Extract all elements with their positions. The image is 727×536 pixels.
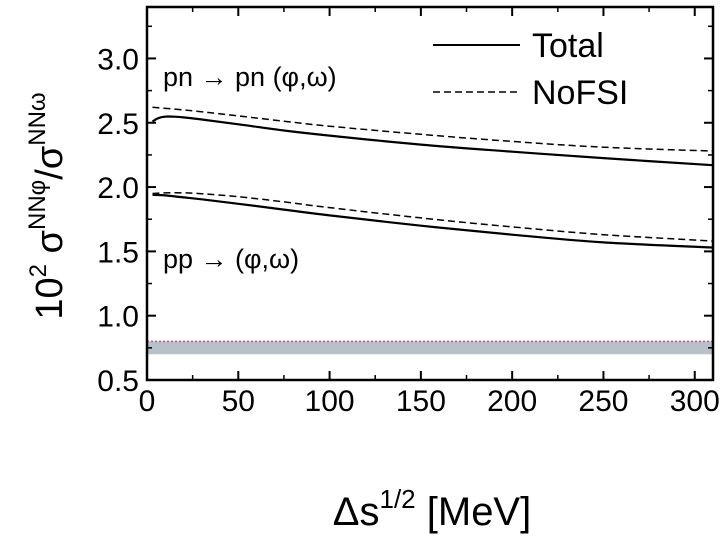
x-tick-label: 50 [222,385,255,418]
series-line-pp-dashed [152,192,714,242]
series-line-pn-dashed [152,106,714,152]
legend: Total NoFSI [433,27,628,112]
tick-layer: 0 50 100 150 200 250 300 0.5 1.0 1.5 2.0 2.5 3.0 [97,7,720,418]
y-axis-title: 102 σNNφ/σNNω [24,92,71,319]
x-tick-label: 250 [578,385,628,418]
y-tick-label: 2.0 [97,172,139,205]
x-axis-title: Δs1/2 [MeV] [333,484,531,534]
legend-nofsi-label: NoFSI [532,74,628,112]
plot-area [147,106,714,355]
y-tick-label: 1.5 [97,236,139,269]
annotation-pn: pn → pn (φ,ω) [163,62,337,92]
x-tick-label: 100 [305,385,355,418]
series-line-pn-solid [151,115,714,167]
x-tick-label: 0 [139,385,156,418]
legend-total-label: Total [532,27,604,65]
x-tick-label: 150 [396,385,446,418]
x-tick-label: 200 [487,385,537,418]
y-tick-label: 3.0 [97,43,139,76]
y-tick-label: 1.0 [97,301,139,334]
plot-frame [145,5,715,382]
experimental-band [147,341,713,355]
series-layer [151,106,714,249]
annotation-pp: pp → (φ,ω) [163,244,299,274]
y-tick-label: 2.5 [97,108,139,141]
series-line-pp-solid [152,193,714,249]
x-tick-label: 300 [670,385,720,418]
y-tick-label: 0.5 [97,365,139,398]
